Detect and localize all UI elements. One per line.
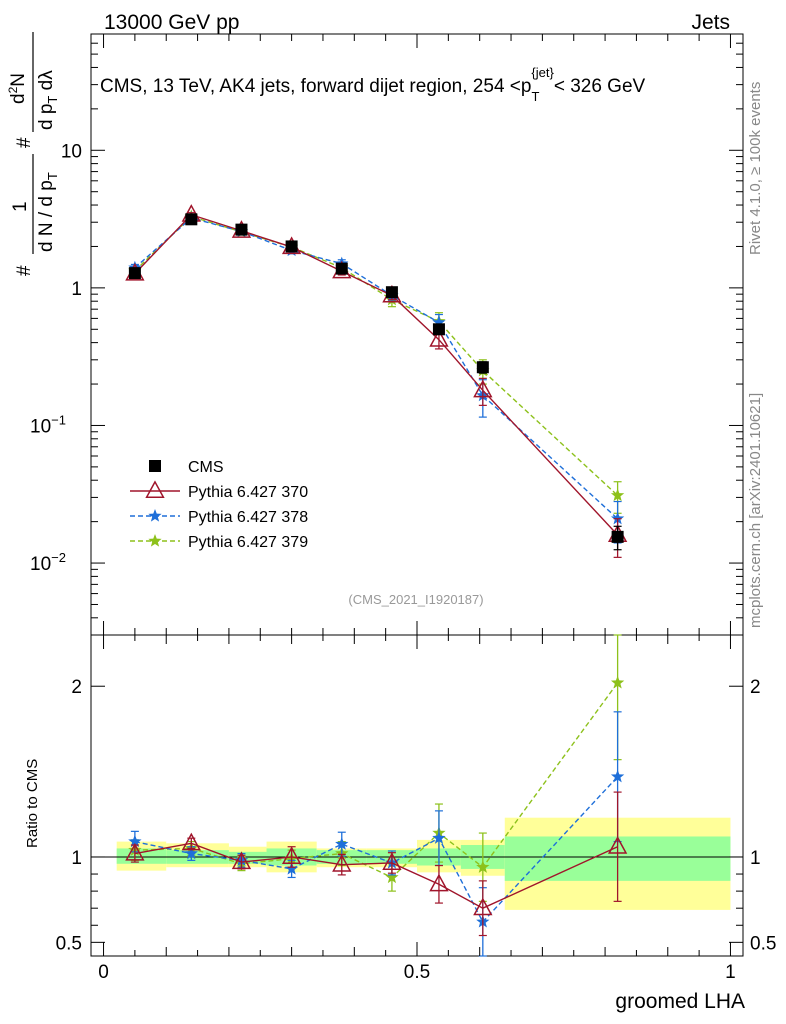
- ratio-series-0: [125, 791, 628, 937]
- legend-entry: CMS: [149, 459, 224, 476]
- plot-title-sup: {jet}: [531, 65, 554, 80]
- main-y-tick-label: 10−2: [30, 550, 66, 575]
- data-point: [382, 852, 402, 870]
- legend-label: Pythia 6.427 370: [188, 484, 308, 501]
- main-y-tick-label: 10: [61, 141, 82, 162]
- x-tick-label: 0: [98, 962, 109, 983]
- data-point: [610, 769, 625, 783]
- ratio-y-tick-label: 1: [71, 848, 82, 869]
- data-point: [611, 530, 624, 543]
- main-y-tick-label: 1: [71, 279, 82, 300]
- ratio-line: [134, 776, 619, 924]
- data-point: [607, 836, 628, 854]
- main-series-0: [128, 213, 624, 551]
- data-point: [610, 488, 625, 502]
- data-point: [610, 675, 625, 689]
- ylabel-frac2-num: d2N: [6, 73, 29, 104]
- ylabel-frac1-num: 1: [10, 201, 31, 212]
- data-point: [128, 260, 142, 274]
- data-point: [145, 480, 165, 499]
- legend-entry: Pythia 6.427 379: [130, 534, 308, 551]
- legend-label: Pythia 6.427 378: [188, 509, 308, 526]
- data-point: [128, 267, 141, 280]
- legend-label: CMS: [188, 459, 224, 476]
- ratio-y-tick-label-right: 0.5: [750, 933, 776, 954]
- data-point: [285, 240, 298, 253]
- plot-title-end: < 326 GeV: [554, 76, 646, 97]
- data-point: [125, 842, 145, 861]
- ratio-uncertainty-bands: [116, 817, 731, 910]
- ylabel-frac2-den: d pT dλ: [36, 70, 60, 130]
- data-point: [473, 897, 493, 916]
- ylabel-hash-2: #: [14, 137, 35, 148]
- legend-label: Pythia 6.427 379: [188, 534, 308, 551]
- data-point: [332, 853, 352, 872]
- main-y-tick-label: 10−1: [30, 412, 66, 437]
- plot-title: CMS, 13 TeV, AK4 jets, forward dijet reg…: [100, 65, 646, 104]
- legend: CMS Pythia 6.427 370 Pythia 6.427 378 Pythi…: [130, 459, 308, 551]
- mcplots-label: mcplots.cern.ch [arXiv:2401.10621]: [747, 393, 764, 628]
- plot-title-sub: T: [531, 89, 539, 104]
- data-point: [473, 379, 493, 398]
- data-point: [385, 286, 398, 299]
- ylabel-frac1-den: d N / d pT: [36, 172, 60, 252]
- ratio-y-axis-label: Ratio to CMS: [24, 759, 41, 848]
- data-point: [185, 213, 198, 226]
- header-category: Jets: [691, 11, 730, 34]
- x-tick-label: 1: [725, 962, 736, 983]
- ratio-y-tick-label: 0.5: [56, 933, 82, 954]
- ratio-y-tick-label-right: 1: [750, 848, 761, 869]
- analysis-id-label: (CMS_2021_I1920187): [348, 592, 483, 607]
- data-point: [149, 460, 161, 472]
- x-axis-label: groomed LHA: [615, 990, 745, 1013]
- data-point: [432, 831, 446, 844]
- data-point: [429, 873, 449, 892]
- rivet-version-label: Rivet 4.1.0, ≥ 100k events: [747, 82, 764, 255]
- x-tick-label: 0.5: [404, 962, 430, 983]
- ylabel-hash-1: #: [14, 265, 35, 276]
- data-point: [128, 834, 142, 848]
- data-point: [385, 870, 399, 884]
- ratio-series-layer: [125, 634, 628, 957]
- data-point: [429, 329, 449, 347]
- data-point: [335, 262, 348, 275]
- data-point: [235, 223, 248, 236]
- main-series-layer: [125, 204, 628, 558]
- data-point: [432, 315, 446, 329]
- data-point: [284, 861, 299, 875]
- ratio-axis-ticks: 0 0.5 1 0.5 0.5 1 1 2 2: [56, 635, 776, 983]
- data-point: [148, 534, 162, 547]
- data-point: [432, 323, 445, 336]
- data-point: [281, 846, 302, 865]
- data-point: [476, 860, 490, 873]
- data-point: [231, 851, 252, 870]
- legend-entry: Pythia 6.427 370: [130, 480, 308, 501]
- main-y-axis-label: # 1 d N / d pT # d2N d pT dλ: [6, 32, 60, 276]
- data-point: [148, 509, 162, 522]
- header-energy: 13000 GeV pp: [104, 11, 239, 34]
- data-point: [335, 837, 349, 850]
- stat-uncertainty-band: [228, 851, 267, 864]
- data-point: [184, 846, 198, 860]
- data-point: [476, 361, 489, 374]
- legend-entry: Pythia 6.427 378: [130, 509, 308, 526]
- plot-title-main: CMS, 13 TeV, AK4 jets, forward dijet reg…: [100, 76, 531, 97]
- main-series-1: [125, 204, 628, 558]
- main-y-axis-ticks: 10−2 10−1 1 10: [30, 33, 743, 636]
- ratio-y-tick-label-right: 2: [750, 677, 761, 698]
- data-point: [181, 832, 201, 851]
- series-line: [134, 215, 619, 496]
- data-point: [610, 511, 625, 525]
- ratio-y-tick-label: 2: [71, 677, 82, 698]
